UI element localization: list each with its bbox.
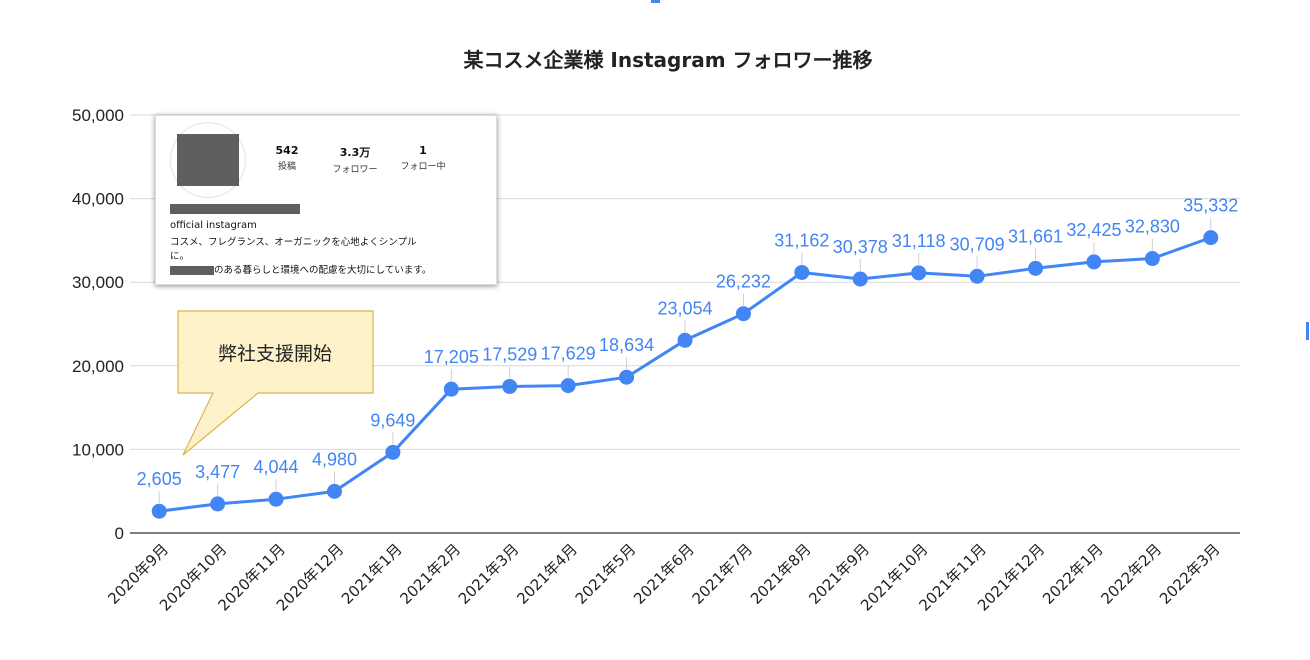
stat-followers-label: フォロワー bbox=[332, 165, 378, 175]
edge-mark-right bbox=[1306, 322, 1309, 340]
data-label: 31,661 bbox=[1008, 226, 1063, 246]
data-label: 2,605 bbox=[137, 469, 182, 489]
data-point bbox=[502, 378, 518, 394]
data-point bbox=[1203, 230, 1219, 246]
data-point bbox=[443, 381, 459, 397]
x-tick-label: 2021年6月 bbox=[630, 540, 698, 608]
data-label: 26,232 bbox=[716, 272, 771, 292]
data-point bbox=[619, 369, 635, 385]
x-tick-label: 2021年4月 bbox=[513, 540, 581, 608]
x-tick-label: 2021年3月 bbox=[455, 540, 523, 608]
data-label: 4,044 bbox=[254, 457, 299, 477]
bio-line-3: のある暮らしと環境への配慮を大切にしています。 bbox=[170, 264, 488, 278]
bio-line-1: コスメ、フレグランス、オーガニックを心地よくシンプル bbox=[170, 237, 417, 248]
y-tick-label: 30,000 bbox=[72, 273, 124, 292]
stat-followers: 3.3万 フォロワー bbox=[320, 144, 390, 175]
x-axis: 2020年9月2020年10月2020年11月2020年12月2021年1月20… bbox=[104, 540, 1223, 614]
data-label: 4,980 bbox=[312, 449, 357, 469]
data-point bbox=[794, 264, 810, 280]
avatar bbox=[170, 122, 246, 198]
data-point bbox=[1086, 254, 1102, 270]
stat-posts: 542 投稿 bbox=[252, 144, 322, 172]
y-tick-label: 50,000 bbox=[72, 106, 124, 125]
name-redaction bbox=[170, 204, 300, 214]
x-tick-label: 2021年7月 bbox=[689, 540, 757, 608]
chart-title: 某コスメ企業様 Instagram フォロワー推移 bbox=[463, 48, 872, 72]
data-point bbox=[385, 444, 401, 460]
data-label: 17,629 bbox=[541, 344, 596, 364]
y-tick-label: 40,000 bbox=[72, 190, 124, 209]
x-tick-label: 2021年2月 bbox=[396, 540, 464, 608]
data-point bbox=[677, 332, 693, 348]
data-point bbox=[1028, 260, 1044, 276]
data-label: 3,477 bbox=[195, 462, 240, 482]
data-point bbox=[326, 483, 342, 499]
data-points bbox=[151, 230, 1219, 519]
profile-handle: official instagram bbox=[170, 220, 257, 231]
y-tick-label: 10,000 bbox=[72, 440, 124, 459]
data-label: 30,709 bbox=[950, 234, 1005, 254]
data-label: 35,332 bbox=[1183, 196, 1238, 216]
callout-bubble bbox=[177, 310, 374, 456]
y-axis: 0 10,000 20,000 30,000 40,000 50,000 bbox=[72, 106, 124, 543]
support-start-callout: 弊社支援開始 bbox=[177, 310, 374, 456]
bio-line-3-text: のある暮らしと環境への配慮を大切にしています。 bbox=[214, 265, 432, 276]
data-point bbox=[735, 306, 751, 322]
x-tick-label: 2021年8月 bbox=[747, 540, 815, 608]
data-label: 30,378 bbox=[833, 237, 888, 257]
stat-followers-value: 3.3万 bbox=[339, 146, 371, 159]
stat-posts-value: 542 bbox=[275, 144, 299, 157]
stat-following-value: 1 bbox=[419, 144, 427, 157]
stat-following-label: フォロー中 bbox=[400, 162, 446, 172]
data-label: 17,529 bbox=[482, 344, 537, 364]
callout-text: 弊社支援開始 bbox=[218, 343, 332, 365]
data-label: 31,162 bbox=[774, 230, 829, 250]
bio-line-2: に。 bbox=[170, 251, 190, 262]
x-tick-label: 2022年1月 bbox=[1039, 540, 1107, 608]
data-point bbox=[151, 503, 167, 519]
data-point bbox=[911, 265, 927, 281]
edge-mark-top bbox=[651, 0, 660, 3]
data-point bbox=[268, 491, 284, 507]
stat-following: 1 フォロー中 bbox=[388, 144, 458, 172]
data-label: 18,634 bbox=[599, 335, 654, 355]
data-point bbox=[560, 378, 576, 394]
profile-bio: コスメ、フレグランス、オーガニックを心地よくシンプル に。 のある暮らしと環境へ… bbox=[170, 236, 488, 278]
data-label: 9,649 bbox=[370, 410, 415, 430]
stat-posts-label: 投稿 bbox=[277, 162, 296, 172]
data-labels: 2,605 3,477 4,044 4,980 9,649 17,205 17,529 17,… bbox=[137, 196, 1238, 504]
y-tick-label: 20,000 bbox=[72, 357, 124, 376]
data-label: 32,425 bbox=[1066, 220, 1121, 240]
data-label: 17,205 bbox=[424, 347, 479, 367]
x-tick-label: 2022年3月 bbox=[1156, 540, 1224, 608]
instagram-profile-card: 542 投稿 3.3万 フォロワー 1 フォロー中 official insta… bbox=[155, 115, 497, 285]
data-point bbox=[1144, 251, 1160, 267]
bio-redaction bbox=[170, 266, 214, 275]
data-point bbox=[969, 268, 985, 284]
data-label: 23,054 bbox=[657, 298, 712, 318]
x-tick-label: 2022年2月 bbox=[1098, 540, 1166, 608]
data-label: 32,830 bbox=[1125, 217, 1180, 237]
avatar-redaction bbox=[177, 134, 239, 186]
data-label: 31,118 bbox=[892, 231, 946, 251]
data-point bbox=[210, 496, 226, 512]
x-tick-label: 2021年5月 bbox=[572, 540, 640, 608]
data-point bbox=[852, 271, 868, 287]
x-tick-label: 2021年1月 bbox=[338, 540, 406, 608]
y-tick-label: 0 bbox=[115, 524, 124, 543]
